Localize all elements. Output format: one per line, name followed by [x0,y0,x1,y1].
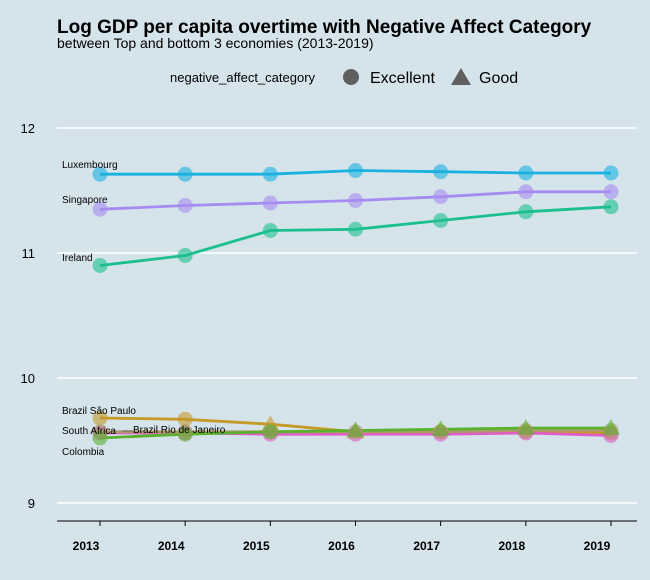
x-tick-label: 2013 [73,539,100,553]
series-label: Ireland [62,253,93,264]
y-tick-label: 10 [21,371,35,386]
y-tick-label: 12 [21,121,35,136]
data-point-circle [262,166,278,182]
data-point-circle [92,430,108,446]
series-points [92,163,620,446]
data-point-circle [177,198,193,213]
series-labels: Luxembourg Singapore Ireland Brazil São Pau… [62,160,226,458]
data-point-circle [433,164,449,180]
series-label: Brazil São Paulo [62,406,136,417]
grid [57,127,637,504]
data-point-circle [518,204,534,220]
chart-subtitle: between Top and bottom 3 economies (2013… [57,35,374,51]
data-point-circle [603,165,619,181]
y-tick-label: 9 [28,496,35,511]
data-point-circle [518,165,534,181]
data-point-circle [433,189,449,205]
data-point-circle [348,193,363,208]
x-tick-label: 2015 [243,539,270,553]
y-axis: 9 10 11 12 [21,121,35,511]
data-point-circle [92,410,108,426]
data-point-circle [348,163,363,178]
data-point-triangle [516,419,535,435]
legend-label-excellent: Excellent [370,70,435,87]
data-point-circle [177,426,193,442]
data-point-circle [92,201,108,217]
series-label: Brazil Rio de Janeiro [133,425,226,436]
data-point-triangle [602,419,620,435]
data-point-circle [262,223,278,238]
data-point-circle [262,424,278,440]
x-tick-label: 2016 [328,539,355,553]
data-point-circle [433,213,449,228]
data-point-circle [177,248,193,263]
x-axis: 2013 2014 2015 2016 2017 2018 2019 [57,520,637,553]
series-label: Singapore [62,195,108,206]
legend-title: negative_affect_category [170,70,316,85]
data-point-circle [92,258,108,273]
data-point-circle [262,195,278,211]
data-point-circle [177,166,193,182]
legend: negative_affect_category Excellent Good [170,68,518,87]
data-point-circle [603,199,619,215]
data-point-circle [177,411,193,427]
y-tick-label: 11 [22,246,36,261]
legend-triangle-icon [451,68,471,85]
x-tick-label: 2014 [158,539,185,553]
data-point-circle [92,166,108,182]
data-point-circle [348,221,363,237]
x-tick-label: 2018 [498,539,525,553]
series-label: Luxembourg [62,160,118,171]
series-lines [99,169,612,440]
data-point-triangle [431,420,450,436]
x-tick-label: 2019 [584,539,611,553]
chart-title: Log GDP per capita overtime with Negativ… [57,17,592,38]
series-label: South Africa [62,426,116,437]
legend-label-good: Good [479,70,518,87]
series-label: Colombia [62,447,105,458]
data-point-triangle [346,421,365,438]
x-tick-label: 2017 [413,539,440,553]
legend-circle-icon [343,69,359,85]
data-point-circle [603,184,619,200]
data-point-circle [518,184,534,200]
